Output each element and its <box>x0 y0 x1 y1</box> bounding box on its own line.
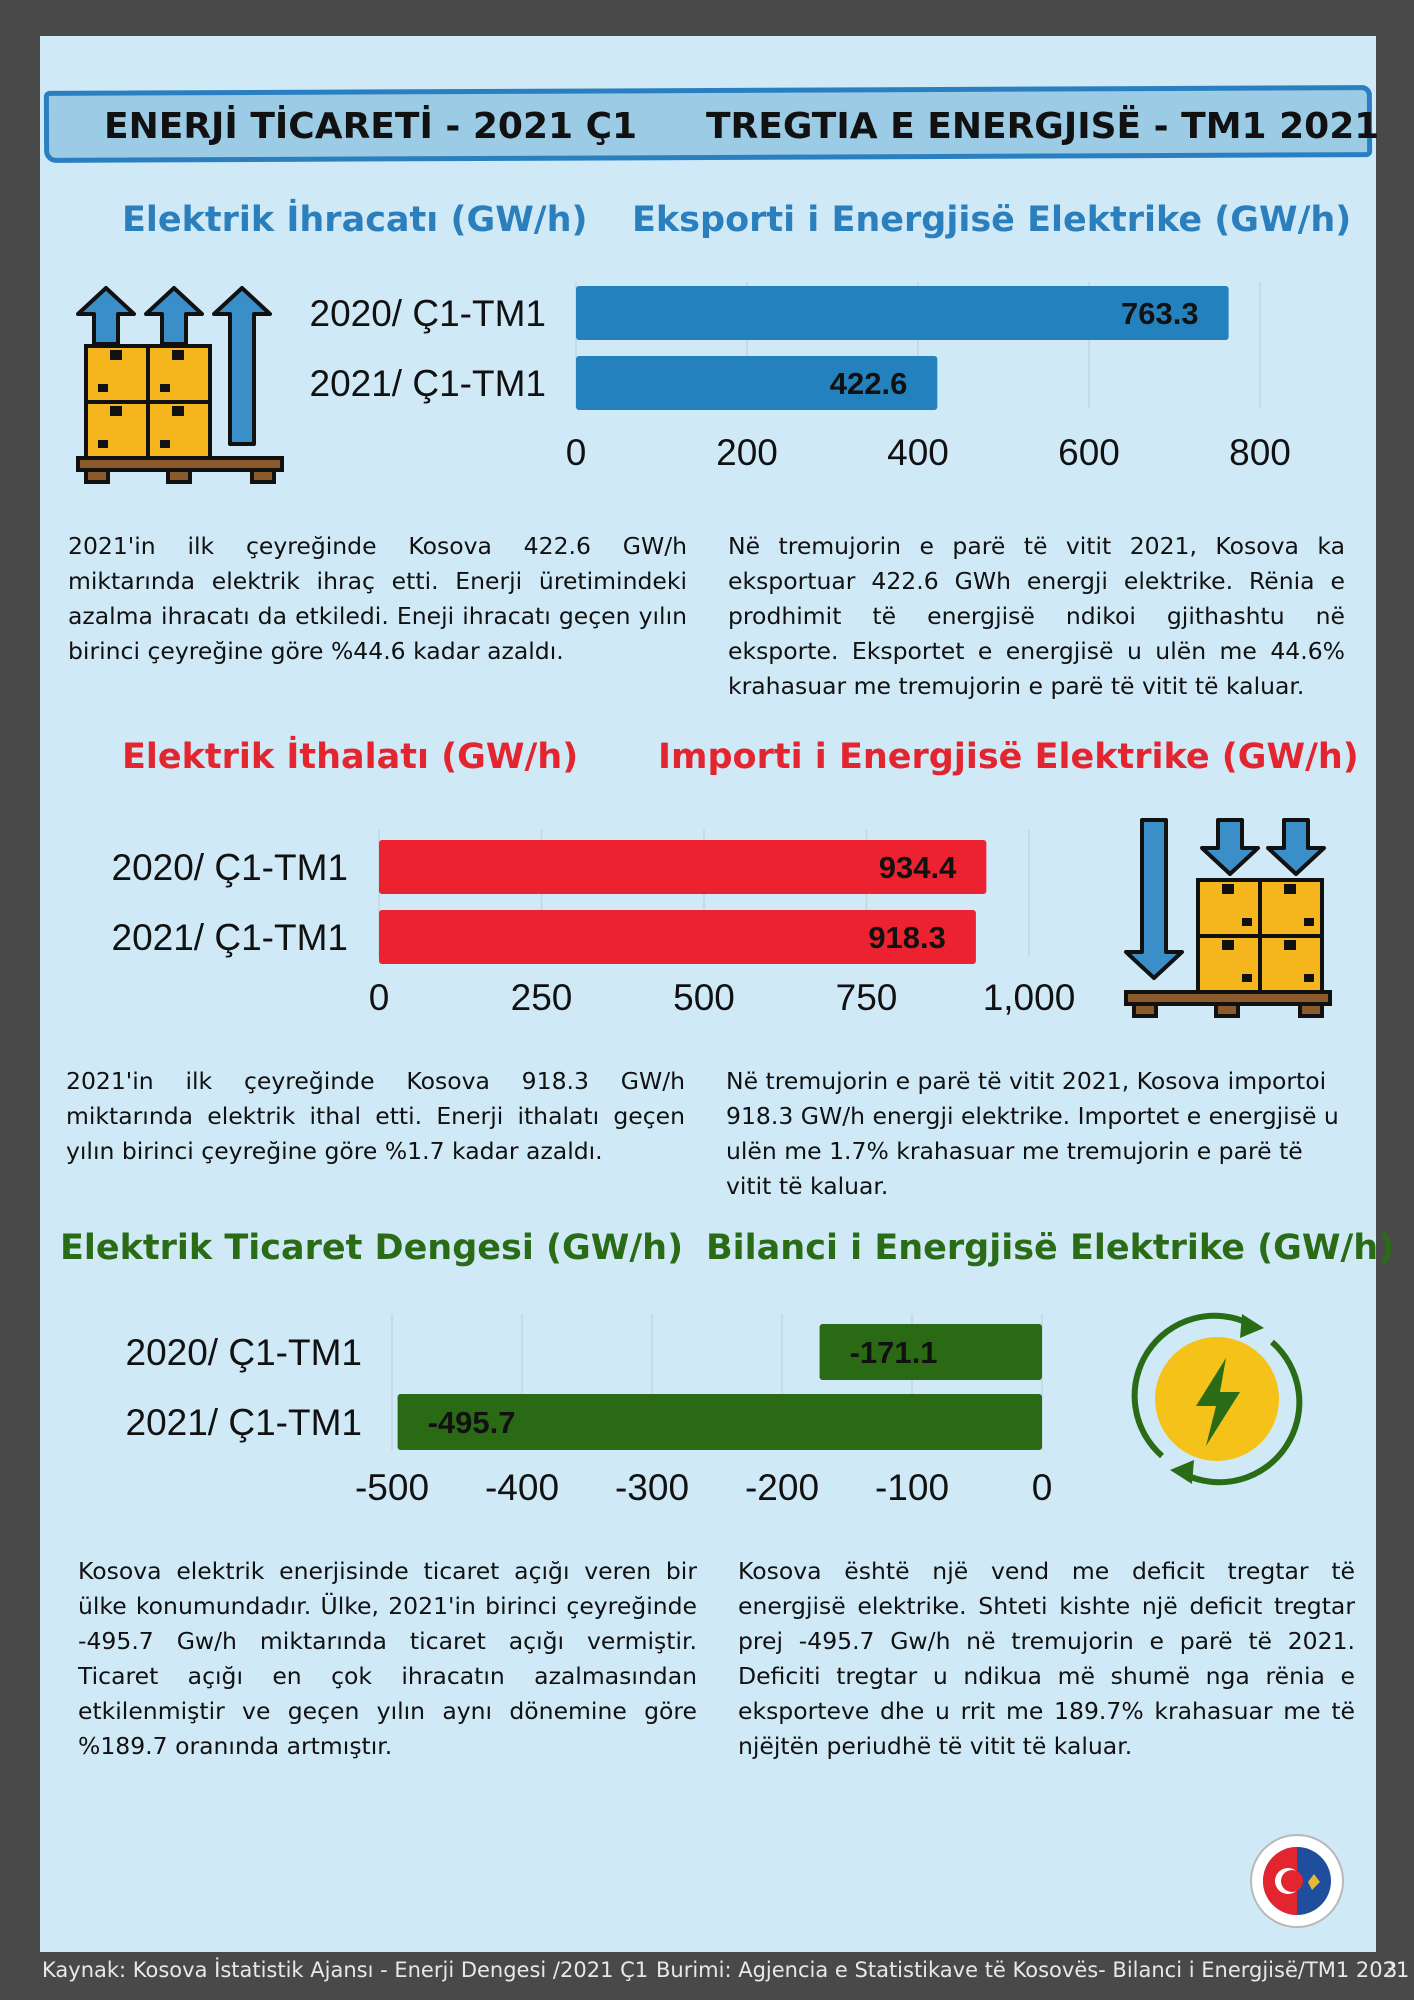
tick-label: 0 <box>369 977 390 1018</box>
category-label: 2020/ Ç1-TM1 <box>126 1332 363 1373</box>
data-label: -495.7 <box>428 1405 516 1440</box>
chamber-logo <box>1250 1834 1344 1928</box>
export-boxes-icon <box>76 286 284 484</box>
tick-label: 400 <box>887 432 949 473</box>
tick-label: 0 <box>1032 1467 1053 1508</box>
export-text-tr: 2021'in ilk çeyreğinde Kosova 422.6 GW/h… <box>68 532 687 665</box>
tick-label: -200 <box>745 1467 819 1508</box>
footer-source-sq: Burimi: Agjencia e Statistikave të Kosov… <box>656 1958 1410 1982</box>
category-label: 2020/ Ç1-TM1 <box>310 293 547 334</box>
balance-title-tr: Elektrik Ticaret Dengesi (GW/h) <box>60 1228 684 1268</box>
footer-source-tr: Kaynak: Kosova İstatistik Ajansı - Enerj… <box>42 1958 649 1982</box>
import-title-tr: Elektrik İthalatı (GW/h) <box>122 737 579 777</box>
bar <box>397 1394 1043 1450</box>
data-label: 763.3 <box>1121 296 1199 331</box>
import-title-sq: Importi i Energjisë Elektrike (GW/h) <box>658 737 1359 777</box>
export-title-tr: Elektrik İhracatı (GW/h) <box>122 200 588 240</box>
balance-text-tr: Kosova elektrik enerjisinde ticaret açığ… <box>78 1557 697 1760</box>
bar <box>819 1324 1042 1380</box>
bar <box>576 286 1229 340</box>
tick-label: 0 <box>566 432 587 473</box>
category-label: 2021/ Ç1-TM1 <box>126 1402 363 1443</box>
bar <box>576 356 938 410</box>
tick-label: 750 <box>836 977 898 1018</box>
import-chart: 0 250 500 750 1,000 2020/ Ç1-TM1 934.4 2021/ Ç1… <box>112 830 1076 1018</box>
export-text-sq: Në tremujorin e parë të vitit 2021, Koso… <box>728 532 1345 700</box>
tick-label: 800 <box>1229 432 1291 473</box>
title-sq: TREGTIA E ENERGJISË - TM1 2021 <box>706 106 1380 147</box>
tick-label: -100 <box>875 1467 949 1508</box>
title-tr: ENERJİ TİCARETİ - 2021 Ç1 <box>104 106 638 147</box>
tick-label: 1,000 <box>983 977 1076 1018</box>
category-label: 2020/ Ç1-TM1 <box>112 847 349 888</box>
data-label: 918.3 <box>868 920 946 955</box>
category-label: 2021/ Ç1-TM1 <box>112 917 349 958</box>
tick-label: 500 <box>673 977 735 1018</box>
lightning-recycle-icon <box>1131 1312 1303 1486</box>
import-text-sq: Në tremujorin e parë të vitit 2021, Koso… <box>726 1067 1339 1200</box>
bar <box>379 910 976 964</box>
bar <box>379 840 987 894</box>
category-label: 2021/ Ç1-TM1 <box>310 363 547 404</box>
tick-label: -300 <box>615 1467 689 1508</box>
data-label: -171.1 <box>850 1335 938 1370</box>
data-label: 934.4 <box>879 850 957 885</box>
balance-title-sq: Bilanci i Energjisë Elektrike (GW/h) <box>706 1228 1395 1268</box>
balance-chart: -500 -400 -300 -200 -100 0 2020/ Ç1-TM1 -171.1 2… <box>126 1314 1053 1508</box>
balance-text-sq: Kosova është një vend me deficit tregtar… <box>738 1557 1355 1760</box>
export-chart: 0 200 400 600 800 2020/ Ç1-TM1 763.3 2021/ Ç1-T… <box>310 282 1291 473</box>
import-boxes-icon <box>1124 818 1332 1018</box>
tick-label: 600 <box>1058 432 1120 473</box>
page-number: 3 <box>1384 1958 1398 1982</box>
tick-label: -400 <box>485 1467 559 1508</box>
import-text-tr: 2021'in ilk çeyreğinde Kosova 918.3 GW/h… <box>66 1067 685 1165</box>
tick-label: 200 <box>716 432 778 473</box>
data-label: 422.6 <box>830 366 908 401</box>
tick-label: -500 <box>355 1467 429 1508</box>
export-title-sq: Eksporti i Energjisë Elektrike (GW/h) <box>632 200 1352 240</box>
tick-label: 250 <box>511 977 573 1018</box>
